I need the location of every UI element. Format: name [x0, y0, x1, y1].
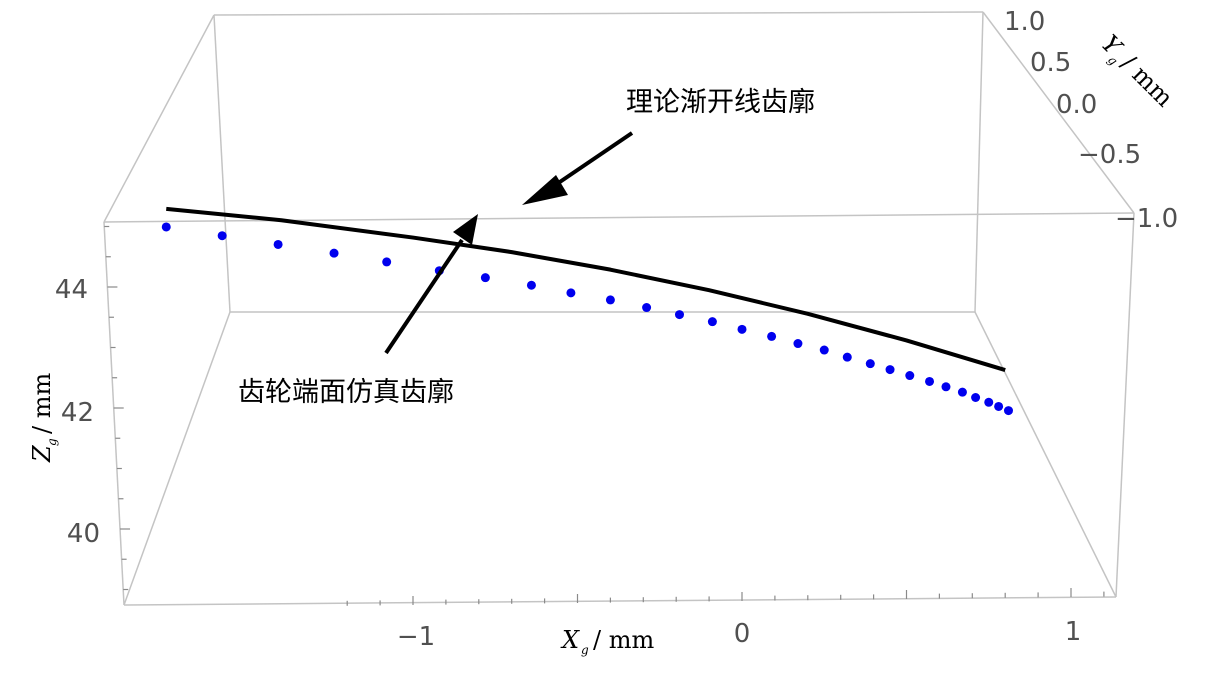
y-axis-unit: / mm — [1116, 49, 1179, 112]
z-axis-letter: Z — [28, 444, 56, 463]
series-simulated-points — [161, 222, 1013, 416]
box-edge — [103, 14, 215, 223]
simulated-point — [994, 401, 1004, 411]
simulated-point — [925, 376, 935, 386]
z-axis-label: Z g / mm — [28, 373, 59, 463]
simulated-point — [819, 345, 829, 355]
y-tick-label: −0.5 — [1078, 140, 1141, 170]
x-tick-label: −1 — [397, 622, 435, 652]
annotation-theory: 理论渐开线齿廓 — [522, 87, 815, 205]
simulated-point — [674, 310, 684, 320]
annotation-simulated-arrowhead — [453, 214, 478, 245]
simulated-point — [793, 339, 803, 349]
simulated-point — [1003, 406, 1013, 416]
simulated-point — [526, 280, 536, 290]
simulated-point — [217, 231, 227, 241]
annotation-simulated-arrow — [384, 238, 464, 355]
y-tick-label: 0.0 — [1056, 90, 1097, 120]
simulated-point — [842, 352, 852, 362]
simulated-point — [941, 382, 951, 392]
z-tick-label: 44 — [55, 275, 88, 305]
simulated-point — [329, 248, 339, 258]
simulated-point — [865, 359, 875, 369]
x-axis-letter: X — [560, 626, 580, 654]
x-axis-unit: / mm — [593, 626, 654, 654]
annotation-simulated: 齿轮端面仿真齿廓 — [238, 214, 478, 408]
box-edge — [1115, 212, 1135, 598]
annotation-theory-label: 理论渐开线齿廓 — [626, 87, 815, 118]
simulated-point — [984, 397, 994, 407]
z-tick-label: 42 — [61, 398, 94, 428]
box-edge — [123, 596, 1117, 606]
simulated-point — [273, 239, 283, 249]
x-axis-label: X g / mm — [560, 626, 654, 657]
box-edge — [103, 221, 125, 606]
z-tick-label: 40 — [67, 519, 100, 549]
simulated-point — [605, 295, 615, 305]
simulated-point — [707, 317, 717, 327]
x-tick-labels: −1 0 1 — [397, 617, 1081, 652]
y-axis-label: Y g / mm — [1096, 29, 1179, 112]
y-tick-label: 0.5 — [1030, 48, 1071, 78]
x-axis-subscript: g — [581, 643, 589, 657]
simulated-point — [480, 273, 490, 283]
box-edge — [213, 14, 231, 313]
simulated-point — [382, 257, 392, 267]
simulated-point — [642, 303, 652, 313]
simulated-point — [905, 371, 915, 381]
simulated-point — [885, 365, 895, 375]
simulated-point — [566, 288, 576, 298]
y-tick-labels: 1.0 0.5 0.0 −0.5 −1.0 — [1004, 7, 1178, 234]
x-tick-label: 1 — [1065, 617, 1082, 647]
simulated-point — [737, 324, 747, 334]
series-theory-line — [166, 206, 1006, 373]
theory-profile-line — [166, 206, 1006, 373]
box-edge — [974, 11, 984, 313]
simulated-point — [767, 331, 777, 341]
annotation-simulated-label: 齿轮端面仿真齿廓 — [238, 377, 454, 408]
y-tick-label: 1.0 — [1004, 7, 1045, 37]
box-edge — [123, 311, 231, 606]
tick-marks — [104, 225, 1105, 606]
x-tick-label: 0 — [734, 619, 751, 649]
z-axis-subscript: g — [45, 438, 59, 446]
y-tick-label: −1.0 — [1115, 204, 1178, 234]
simulated-point — [957, 387, 967, 397]
box-edge — [974, 311, 1117, 598]
box-edge — [982, 11, 1135, 214]
plot-box — [103, 11, 1135, 606]
simulated-point — [971, 393, 981, 403]
simulated-point — [161, 222, 171, 232]
annotation-theory-arrowhead — [522, 175, 568, 205]
box-edge — [213, 11, 984, 16]
annotation-theory-arrow — [546, 131, 634, 192]
z-tick-labels: 44 42 40 — [55, 275, 100, 549]
z-axis-unit: / mm — [28, 373, 56, 434]
